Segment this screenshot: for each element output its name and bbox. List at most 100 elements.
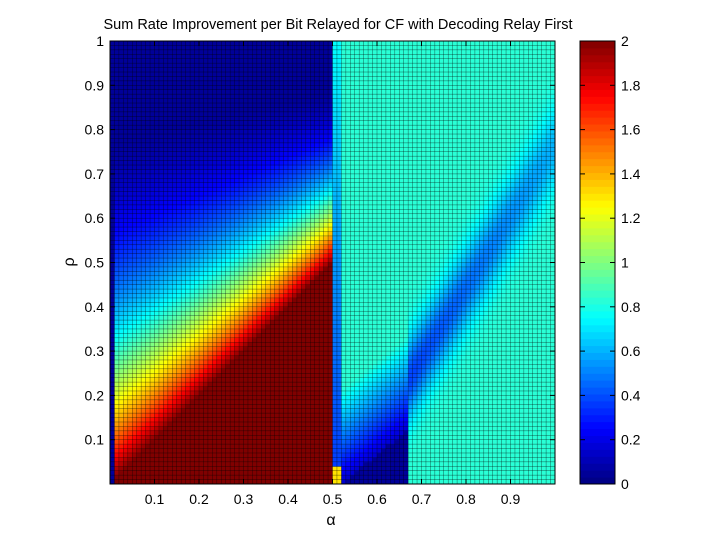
heatmap-cell [296, 45, 302, 51]
heatmap-cell [265, 182, 271, 188]
heatmap-cell [190, 266, 195, 272]
heatmap-cell [319, 439, 324, 445]
heatmap-cell [243, 368, 249, 374]
heatmap-cell [328, 249, 333, 255]
heatmap-cell [181, 435, 187, 441]
heatmap-cell [230, 351, 235, 356]
heatmap-cell [199, 249, 204, 255]
heatmap-cell [221, 262, 227, 268]
heatmap-cell [181, 333, 187, 339]
heatmap-cell [185, 435, 191, 441]
heatmap-cell [163, 218, 169, 224]
heatmap-cell [154, 58, 160, 64]
heatmap-cell [230, 196, 235, 201]
heatmap-cell [176, 262, 182, 268]
heatmap-cell [136, 328, 142, 334]
heatmap-cell [305, 231, 311, 237]
heatmap-cell [239, 435, 244, 441]
heatmap-cell [279, 439, 284, 445]
heatmap-cell [279, 54, 284, 60]
heatmap-cell [256, 373, 262, 379]
heatmap-cell [199, 457, 204, 463]
heatmap-cell [150, 72, 155, 77]
heatmap-cell [274, 470, 280, 476]
heatmap-cell [265, 266, 271, 272]
heatmap-cell [230, 333, 235, 339]
heatmap-cell [145, 45, 151, 51]
heatmap-cell [185, 147, 191, 153]
heatmap-cell [212, 156, 218, 162]
heatmap-cell [225, 54, 231, 60]
heatmap-cell [114, 142, 120, 148]
heatmap-cell [314, 430, 320, 436]
heatmap-cell [216, 351, 222, 356]
heatmap-cell [176, 448, 182, 454]
heatmap-cell [199, 54, 204, 60]
heatmap-cell [274, 346, 280, 352]
heatmap-cell [185, 178, 191, 184]
heatmap-cell [158, 213, 164, 219]
heatmap-cell [305, 258, 311, 263]
heatmap-cell [328, 368, 333, 374]
heatmap-cell [132, 173, 138, 179]
heatmap-cell [283, 470, 289, 476]
heatmap-cell [310, 355, 316, 361]
heatmap-cell [216, 94, 222, 99]
heatmap-cell [270, 311, 276, 317]
heatmap-cell [310, 413, 316, 418]
heatmap-cell [123, 302, 129, 308]
heatmap-cell [123, 178, 129, 184]
heatmap-cell [270, 413, 276, 418]
heatmap-cell [150, 129, 155, 135]
heatmap-cell [216, 76, 222, 82]
heatmap-cell [123, 377, 129, 383]
heatmap-cell [150, 244, 155, 250]
heatmap-cell [239, 417, 244, 423]
heatmap-cell [270, 107, 276, 113]
heatmap-cell [283, 382, 289, 387]
heatmap-cell [234, 311, 240, 317]
heatmap-cell [239, 200, 244, 206]
heatmap-cell [247, 271, 253, 277]
heatmap-cell [194, 111, 200, 117]
chart-title: Sum Rate Improvement per Bit Relayed for… [103, 17, 572, 33]
heatmap-cell [296, 72, 302, 77]
heatmap-cell [296, 231, 302, 237]
heatmap-cell [265, 240, 271, 246]
heatmap-cell [310, 94, 316, 99]
heatmap-cell [194, 187, 200, 193]
heatmap-cell [319, 280, 324, 286]
heatmap-cell [296, 67, 302, 73]
heatmap-cell [279, 213, 284, 219]
heatmap-cell [247, 253, 253, 259]
heatmap-cell [261, 94, 267, 99]
heatmap-cell [136, 466, 142, 472]
heatmap-cell [190, 156, 195, 162]
heatmap-cell [163, 258, 169, 263]
heatmap-cell [288, 417, 293, 423]
heatmap-cell [158, 209, 164, 215]
heatmap-cell [252, 421, 258, 427]
heatmap-cell [319, 315, 324, 321]
heatmap-cell [328, 227, 333, 232]
heatmap-cell [323, 355, 329, 361]
heatmap-cell [141, 200, 146, 206]
heatmap-cell [270, 333, 276, 339]
heatmap-cell [110, 209, 115, 215]
heatmap-cell [323, 364, 329, 370]
heatmap-cell [172, 342, 178, 348]
heatmap-cell [305, 151, 311, 157]
heatmap-cell [181, 178, 187, 184]
heatmap-cell [234, 404, 240, 410]
heatmap-cell [185, 311, 191, 317]
heatmap-cell [127, 191, 133, 197]
heatmap-cell [274, 399, 280, 405]
heatmap-cell [154, 103, 160, 108]
heatmap-cell [114, 80, 120, 86]
heatmap-cell [185, 328, 191, 334]
heatmap-cell [212, 89, 218, 95]
heatmap-cell [127, 466, 133, 472]
heatmap-cell [288, 76, 293, 82]
heatmap-cell [132, 297, 138, 303]
heatmap-cell [141, 235, 146, 241]
